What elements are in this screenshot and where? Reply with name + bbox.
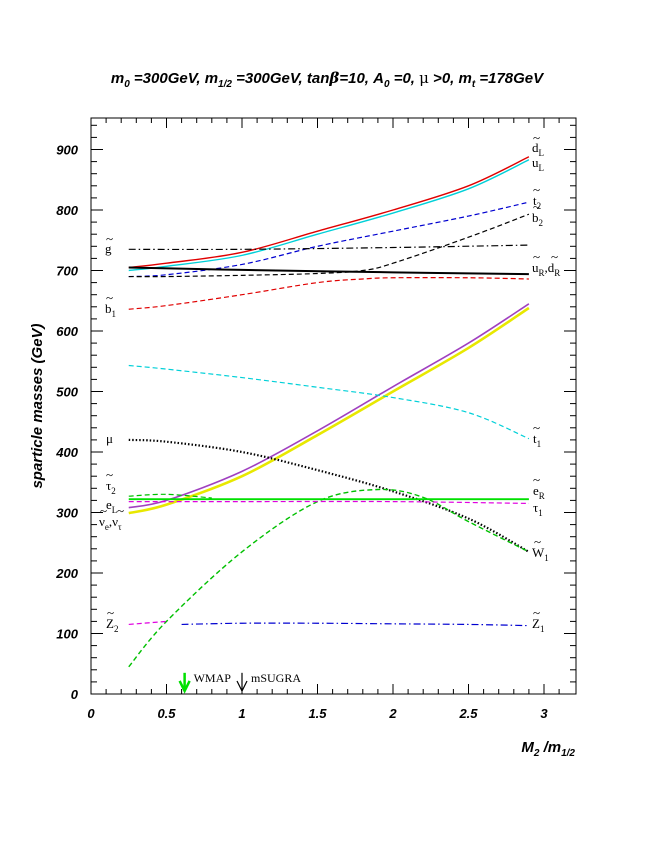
- label-Z2: Z2 ~: [106, 605, 118, 634]
- y-tick-label: 200: [55, 566, 78, 581]
- series-b2: [128, 213, 530, 278]
- svg-text:~: ~: [106, 467, 113, 482]
- series-dL: [128, 156, 530, 269]
- svg-text:τ2: τ2: [106, 478, 116, 496]
- svg-text:eR: eR: [533, 483, 545, 501]
- series-Z1: [181, 622, 529, 627]
- series-uR_dR: [128, 266, 529, 276]
- label-eR: eR ~: [533, 472, 545, 501]
- y-tick-label: 500: [56, 385, 78, 400]
- wmap-arrow-head: [178, 680, 191, 694]
- svg-text:~: ~: [533, 249, 540, 264]
- series-tau1: [128, 500, 529, 505]
- svg-text:Z2: Z2: [106, 616, 118, 634]
- series-gluino: [128, 244, 529, 251]
- plot-frame: [90, 117, 577, 695]
- svg-text:t2: t2: [533, 193, 541, 211]
- label-gluino: g ~: [105, 231, 113, 256]
- wmap-label: WMAP: [194, 671, 232, 685]
- svg-text:t1: t1: [533, 431, 541, 449]
- svg-text:~: ~: [107, 605, 114, 620]
- svg-text:~: ~: [106, 290, 113, 305]
- svg-text:~: ~: [106, 231, 113, 246]
- svg-text:~: ~: [533, 182, 540, 197]
- label-eL: eL: [106, 497, 117, 515]
- axis-ticks: 0 0.5 1 1.5 2 2.5 3 0 100 200 300 400 500 600 700 800 90…: [55, 118, 576, 721]
- series-W1_green: [128, 488, 530, 668]
- series-b1: [128, 277, 529, 310]
- svg-text:eL: eL: [106, 497, 117, 515]
- series-t2: [128, 201, 530, 278]
- svg-text:g: g: [105, 241, 112, 256]
- y-tick-label: 600: [56, 324, 78, 339]
- x-tick-label: 3: [540, 706, 548, 721]
- y-tick-label: 300: [56, 506, 78, 521]
- label-dL: dL ~: [532, 130, 544, 158]
- svg-text:uR,dR: uR,dR: [532, 260, 560, 278]
- series-Z2_magenta: [128, 620, 167, 626]
- label-uR-dR: uR,dR ~ ~: [532, 249, 560, 278]
- y-tick-label: 100: [56, 627, 78, 642]
- y-axis-title: sparticle masses (GeV): [29, 323, 46, 488]
- x-tick-label: 2.5: [458, 706, 478, 721]
- label-t1: t1 ~: [533, 420, 541, 449]
- svg-text:~: ~: [533, 605, 540, 620]
- y-tick-label: 400: [55, 445, 78, 460]
- curve-labels: dL ~ uL t2 ~ b2 ~ g ~ uR,dR ~ ~ b1 ~ t1: [99, 130, 560, 634]
- annotations: WMAP mSUGRA: [178, 671, 301, 694]
- svg-text:~: ~: [533, 472, 540, 487]
- series-uL: [128, 159, 530, 272]
- label-Z1: Z1 ~: [532, 605, 544, 634]
- svg-text:uL: uL: [532, 155, 544, 173]
- svg-text:b1: b1: [105, 301, 116, 319]
- y-tick-label: 800: [56, 203, 78, 218]
- svg-text:νe,ντ: νe,ντ: [99, 514, 122, 532]
- svg-text:dL: dL: [532, 140, 544, 158]
- y-tick-label: 900: [56, 143, 78, 158]
- y-tick-label: 0: [71, 687, 79, 702]
- svg-text:~: ~: [117, 503, 124, 518]
- label-b1: b1 ~: [105, 290, 116, 319]
- label-b2: b2 ~: [532, 199, 543, 228]
- x-tick-label: 1: [238, 706, 245, 721]
- svg-text:~: ~: [551, 249, 558, 264]
- label-mu: μ: [106, 431, 113, 446]
- x-tick-label: 2: [388, 706, 397, 721]
- svg-text:μ: μ: [106, 431, 113, 446]
- series-eL_yellow: [128, 306, 530, 515]
- svg-text:b2: b2: [532, 210, 543, 228]
- label-t2: t2 ~: [533, 182, 541, 211]
- series-W1_purple: [128, 303, 530, 509]
- label-uL: uL: [532, 155, 544, 173]
- svg-text:~: ~: [533, 130, 540, 145]
- chart-title: m0 =300GeV, m1/2 =300GeV, tanβ=10, A0 =0…: [111, 69, 545, 90]
- svg-text:~: ~: [100, 503, 107, 518]
- label-W1: W1 ~: [532, 534, 549, 563]
- y-tick-label: 700: [56, 264, 78, 279]
- label-nu: νe,ντ ~ ~: [99, 503, 124, 532]
- svg-text:~: ~: [534, 534, 541, 549]
- x-tick-label: 1.5: [308, 706, 327, 721]
- svg-text:~: ~: [533, 420, 540, 435]
- x-axis-title: M2 /m1/2: [521, 739, 575, 759]
- svg-text:~: ~: [533, 199, 540, 214]
- series-mu: [128, 438, 530, 553]
- svg-text:Z1: Z1: [532, 616, 544, 634]
- x-tick-label: 0.5: [157, 706, 176, 721]
- svg-text:W1: W1: [532, 545, 549, 563]
- svg-text:τ1: τ1: [533, 500, 543, 518]
- curves: [128, 156, 530, 668]
- x-tick-label: 0: [87, 706, 95, 721]
- label-tau2: τ2 ~: [106, 467, 116, 496]
- label-tau1: τ1: [533, 500, 543, 518]
- msugra-label: mSUGRA: [251, 671, 301, 685]
- series-tau2_green: [128, 493, 212, 499]
- msugra-arrow-head: [236, 680, 248, 693]
